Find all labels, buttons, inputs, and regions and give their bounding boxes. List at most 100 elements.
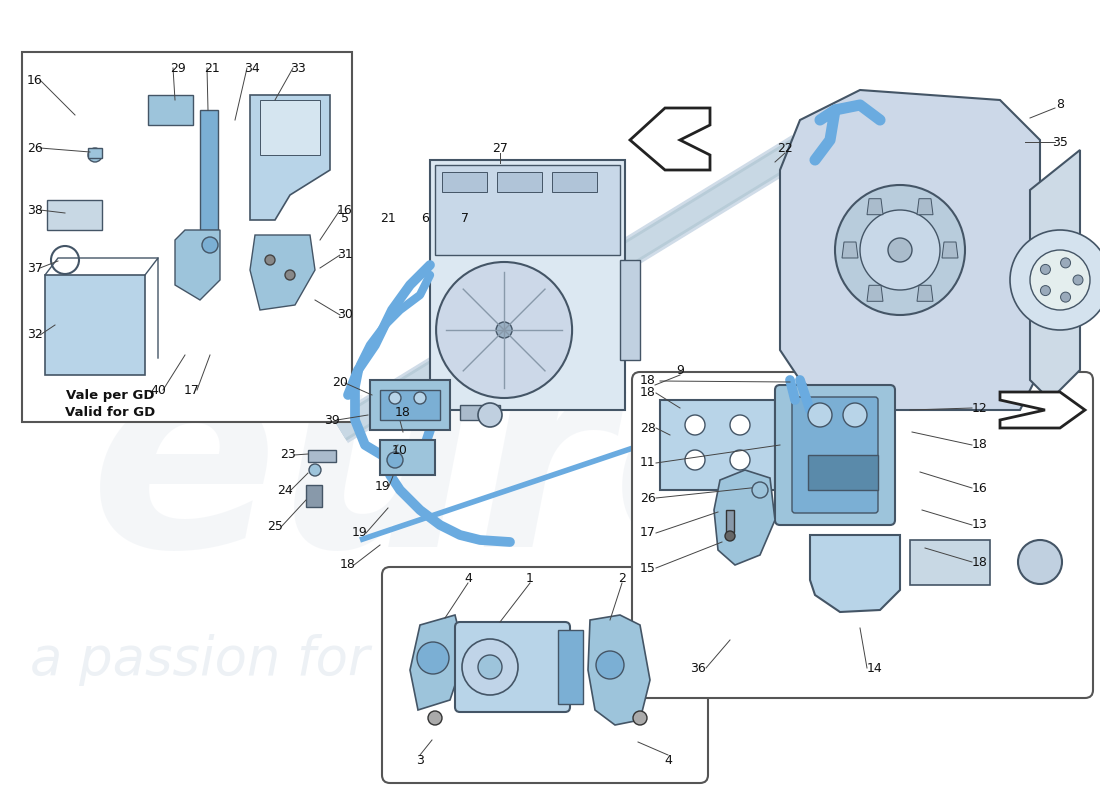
- Text: 19: 19: [352, 526, 367, 539]
- Circle shape: [843, 403, 867, 427]
- Circle shape: [730, 450, 750, 470]
- Circle shape: [462, 639, 518, 695]
- Text: 32: 32: [28, 329, 43, 342]
- Text: 13: 13: [972, 518, 988, 531]
- Circle shape: [88, 148, 102, 162]
- Text: 17: 17: [184, 383, 200, 397]
- Bar: [808, 455, 878, 490]
- Text: 19: 19: [375, 479, 390, 493]
- Bar: [460, 405, 500, 420]
- Polygon shape: [917, 198, 933, 214]
- Text: 2: 2: [618, 571, 626, 585]
- Bar: [379, 440, 434, 475]
- Text: 4: 4: [464, 571, 472, 585]
- Text: 26: 26: [28, 142, 43, 154]
- Polygon shape: [175, 230, 220, 300]
- Text: euro: euro: [90, 335, 804, 605]
- FancyBboxPatch shape: [792, 397, 878, 513]
- Text: 12: 12: [972, 402, 988, 414]
- Text: 30: 30: [337, 309, 353, 322]
- Bar: [370, 380, 450, 430]
- Circle shape: [808, 403, 832, 427]
- Circle shape: [1018, 540, 1062, 584]
- Circle shape: [888, 238, 912, 262]
- Bar: [306, 485, 322, 507]
- Circle shape: [202, 237, 218, 253]
- Circle shape: [436, 262, 572, 398]
- Polygon shape: [714, 470, 775, 565]
- Text: 10: 10: [392, 443, 408, 457]
- Bar: [148, 95, 192, 125]
- Text: 29: 29: [170, 62, 186, 74]
- Text: 18: 18: [972, 438, 988, 451]
- Text: 24: 24: [277, 483, 293, 497]
- Bar: [88, 148, 102, 158]
- Text: 28: 28: [640, 422, 656, 434]
- Polygon shape: [917, 286, 933, 302]
- Text: 5: 5: [341, 211, 349, 225]
- Text: 25: 25: [267, 521, 283, 534]
- Circle shape: [1010, 230, 1100, 330]
- Circle shape: [685, 450, 705, 470]
- Text: 33: 33: [290, 62, 306, 74]
- Circle shape: [1060, 292, 1070, 302]
- Bar: [260, 100, 320, 155]
- Circle shape: [632, 711, 647, 725]
- Text: Valid for GD: Valid for GD: [65, 406, 155, 418]
- Bar: [910, 540, 990, 585]
- Text: 21: 21: [205, 62, 220, 74]
- Circle shape: [496, 322, 513, 338]
- Text: a passion for: a passion for: [30, 634, 370, 686]
- Bar: [442, 172, 487, 192]
- Circle shape: [1060, 258, 1070, 268]
- Text: 22: 22: [777, 142, 793, 154]
- Circle shape: [596, 651, 624, 679]
- Polygon shape: [1000, 392, 1085, 428]
- FancyBboxPatch shape: [632, 372, 1093, 698]
- Circle shape: [730, 415, 750, 435]
- Bar: [497, 172, 542, 192]
- Polygon shape: [867, 198, 883, 214]
- Circle shape: [1072, 275, 1084, 285]
- Text: 6: 6: [421, 211, 429, 225]
- Text: Vale per GD: Vale per GD: [66, 389, 154, 402]
- FancyBboxPatch shape: [382, 567, 708, 783]
- Polygon shape: [410, 615, 465, 710]
- Polygon shape: [250, 235, 315, 310]
- Circle shape: [725, 531, 735, 541]
- Text: 3: 3: [416, 754, 424, 766]
- Polygon shape: [250, 95, 330, 220]
- Circle shape: [1041, 265, 1050, 274]
- Polygon shape: [780, 90, 1040, 410]
- Text: 23: 23: [280, 449, 296, 462]
- Text: 20: 20: [332, 377, 348, 390]
- Polygon shape: [588, 615, 650, 725]
- Polygon shape: [630, 108, 710, 170]
- Circle shape: [478, 403, 502, 427]
- Circle shape: [860, 210, 940, 290]
- Text: 34: 34: [244, 62, 260, 74]
- Bar: [430, 160, 625, 410]
- Text: 18: 18: [640, 386, 656, 399]
- Text: 10: 10: [640, 517, 781, 623]
- Circle shape: [389, 392, 402, 404]
- Bar: [45, 275, 145, 375]
- Text: 18: 18: [395, 406, 411, 419]
- Bar: [552, 172, 597, 192]
- Text: 16: 16: [28, 74, 43, 86]
- Circle shape: [417, 642, 449, 674]
- Bar: [379, 390, 440, 420]
- Text: 36: 36: [690, 662, 706, 674]
- Bar: [558, 630, 583, 704]
- Circle shape: [414, 392, 426, 404]
- Polygon shape: [1030, 150, 1080, 400]
- Text: 11: 11: [640, 457, 656, 470]
- Text: 37: 37: [28, 262, 43, 274]
- Bar: [620, 260, 640, 360]
- Bar: [308, 450, 336, 462]
- Circle shape: [478, 655, 502, 679]
- Text: 4: 4: [664, 754, 672, 766]
- Text: 1: 1: [526, 571, 534, 585]
- Circle shape: [309, 464, 321, 476]
- Bar: [200, 110, 218, 230]
